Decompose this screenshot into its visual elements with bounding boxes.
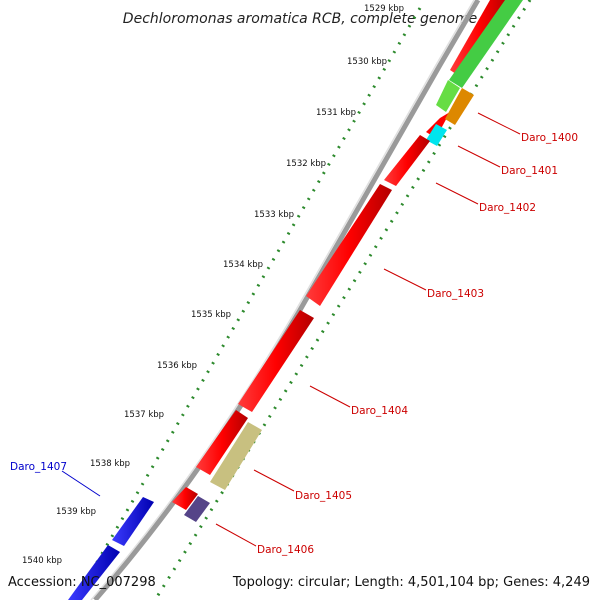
- kbp-label-1538: 1538 kbp: [90, 459, 130, 469]
- kbp-label-1534: 1534 kbp: [223, 260, 263, 270]
- gene-arrow-daro-1404a[interactable]: [238, 310, 314, 412]
- gene-label-daro-1403[interactable]: Daro_1403: [427, 288, 484, 300]
- gene-orange-block[interactable]: [445, 88, 474, 125]
- backbone-highlight: [90, 0, 475, 600]
- inner-tick-dots: [153, 0, 532, 600]
- leader-daro-1407: [61, 470, 101, 497]
- leader-daro-1404: [309, 385, 351, 408]
- gene-label-daro-1402[interactable]: Daro_1402: [479, 202, 536, 214]
- kbp-label-1531: 1531 kbp: [316, 108, 356, 118]
- kbp-labels: 1529 kbp 1530 kbp 1531 kbp 1532 kbp 1533…: [22, 4, 404, 566]
- topology-text: Topology: circular; Length: 4,501,104 bp…: [232, 575, 590, 590]
- kbp-label-1533: 1533 kbp: [254, 210, 294, 220]
- kbp-label-1539: 1539 kbp: [56, 507, 96, 517]
- map-title: Dechloromonas aromatica RCB, complete ge…: [123, 11, 477, 27]
- kbp-label-1529: 1529 kbp: [364, 4, 404, 14]
- gene-labels: Daro_1400 Daro_1401 Daro_1402 Daro_1403 …: [10, 132, 578, 556]
- gene-label-daro-1401[interactable]: Daro_1401: [501, 165, 558, 177]
- gene-arrow-daro-1404b[interactable]: [196, 410, 248, 475]
- leader-daro-1401: [457, 145, 501, 168]
- gene-green-block[interactable]: [449, 0, 523, 88]
- leader-daro-1403: [383, 268, 427, 291]
- gene-label-daro-1407[interactable]: Daro_1407: [10, 461, 67, 473]
- gene-cyan-block[interactable]: [426, 124, 447, 146]
- gene-label-daro-1404[interactable]: Daro_1404: [351, 405, 408, 417]
- gene-arrow-daro-1403[interactable]: [306, 184, 392, 306]
- kbp-label-1540: 1540 kbp: [22, 556, 62, 566]
- leader-lines: [215, 112, 521, 547]
- kbp-label-1530: 1530 kbp: [347, 57, 387, 67]
- gene-arrow-daro-1407[interactable]: [112, 497, 154, 546]
- kbp-label-1537: 1537 kbp: [124, 410, 164, 420]
- gene-khaki-block[interactable]: [210, 422, 262, 490]
- outer-tick-dots: [73, 7, 422, 600]
- gene-label-daro-1405[interactable]: Daro_1405: [295, 490, 352, 502]
- accession-text: Accession: NC_007298: [8, 575, 156, 590]
- gene-label-daro-1400[interactable]: Daro_1400: [521, 132, 578, 144]
- kbp-label-1536: 1536 kbp: [157, 361, 197, 371]
- kbp-label-1535: 1535 kbp: [191, 310, 231, 320]
- leader-daro-1402: [435, 182, 479, 205]
- gene-arrow-daro-1402[interactable]: [384, 135, 430, 186]
- leader-daro-1406: [215, 523, 257, 547]
- gene-arrow-daro-1406[interactable]: [172, 487, 198, 510]
- leader-daro-1400: [477, 112, 521, 135]
- gene-label-daro-1406[interactable]: Daro_1406: [257, 544, 314, 556]
- leader-daro-1405: [253, 469, 295, 492]
- genome-backbone: [93, 0, 481, 600]
- gene-arrow-blue-lower[interactable]: [68, 545, 120, 600]
- gene-slate-block[interactable]: [184, 496, 210, 522]
- kbp-label-1532: 1532 kbp: [286, 159, 326, 169]
- gene-green-small[interactable]: [436, 80, 460, 112]
